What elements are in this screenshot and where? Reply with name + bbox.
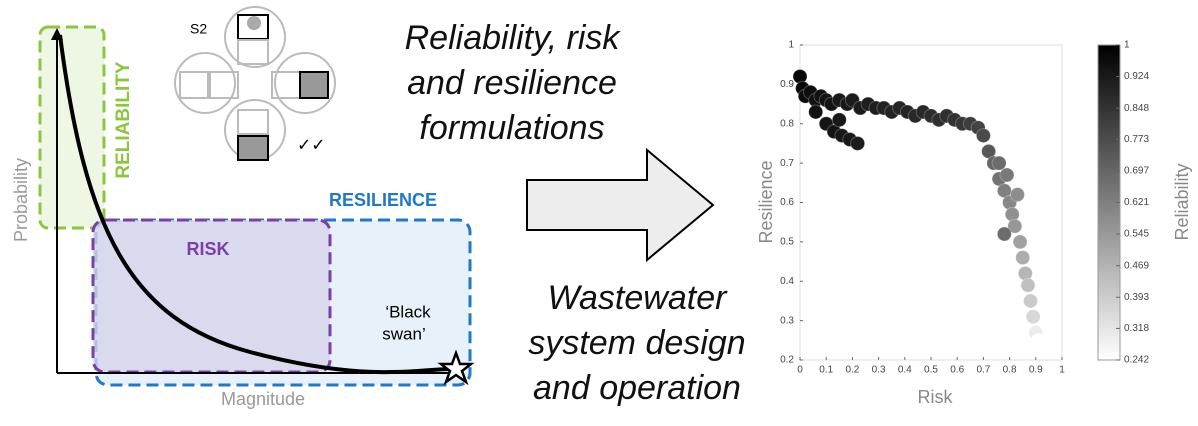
- y-tick-label: 0.3: [780, 315, 794, 326]
- x-tick-label: 0.2: [845, 365, 859, 376]
- x-tick-label: 0.4: [898, 365, 912, 376]
- y-tick-label: 1: [788, 40, 794, 51]
- colorbar-tick-label: 0.697: [1124, 166, 1149, 177]
- black-swan-label: swan’: [382, 324, 425, 343]
- y-tick-label: 0.4: [780, 276, 794, 287]
- y-tick-label: 0.9: [780, 79, 794, 90]
- y-axis-label: Resilience: [756, 160, 776, 243]
- scatter-point: [1009, 187, 1025, 203]
- heading: and resilience: [407, 64, 617, 102]
- colorbar-tick-label: 1: [1124, 40, 1130, 51]
- colorbar-tick-label: 0.242: [1124, 355, 1149, 366]
- axis-label: Probability: [11, 158, 31, 242]
- y-tick-label: 0.7: [780, 158, 794, 169]
- x-tick-label: 0.8: [1003, 365, 1017, 376]
- black-swan-star: [437, 349, 475, 386]
- reliability-label: RELIABILITY: [113, 61, 134, 178]
- colorbar-tick-label: 0.773: [1124, 134, 1149, 145]
- scatter-point: [1025, 309, 1041, 325]
- network-diagram: [174, 6, 336, 161]
- scatter-point: [996, 183, 1012, 199]
- heading: Reliability, risk: [405, 19, 622, 57]
- colorbar-tick-label: 0.393: [1124, 292, 1149, 303]
- plot-area: [799, 44, 1063, 361]
- x-tick-label: 1: [1059, 365, 1065, 376]
- colorbar-tick-label: 0.469: [1124, 260, 1149, 271]
- scatter-point: [991, 155, 1007, 171]
- colorbar-tick-label: 0.924: [1124, 71, 1149, 82]
- heading: Wastewater: [548, 279, 729, 317]
- scatter-point: [1015, 250, 1031, 266]
- x-tick-label: 0.3: [872, 365, 886, 376]
- scatter-point: [981, 143, 997, 159]
- network-node: [247, 16, 261, 30]
- scatter-point: [850, 135, 866, 151]
- big-arrow: [526, 147, 715, 263]
- scatter-point: [1030, 332, 1046, 348]
- scatter-point: [1007, 218, 1023, 234]
- scatter-point: [975, 128, 991, 144]
- x-tick-label: 0.1: [819, 365, 833, 376]
- scatter-point: [1023, 293, 1039, 309]
- risk-box: [91, 218, 332, 374]
- axis-label: Magnitude: [221, 389, 305, 409]
- resilience-label: RESILIENCE: [329, 190, 437, 210]
- heading: formulations: [419, 109, 604, 147]
- y-tick-label: 0.6: [780, 197, 794, 208]
- black-swan-label: ‘Black: [385, 302, 431, 321]
- heading: system design: [528, 324, 745, 362]
- x-tick-label: 0: [797, 365, 803, 376]
- colorbar-label: Reliability: [1172, 163, 1192, 240]
- x-tick-label: 0.6: [950, 365, 964, 376]
- colorbar-tick-label: 0.545: [1124, 229, 1149, 240]
- network-label: S2: [190, 21, 207, 37]
- x-tick-label: 0.9: [1029, 365, 1043, 376]
- colorbar-tick-label: 0.621: [1124, 197, 1149, 208]
- heading: and operation: [533, 369, 741, 407]
- x-tick-label: 0.7: [976, 365, 990, 376]
- checks: ✓✓: [297, 135, 326, 154]
- scatter-point: [808, 104, 824, 120]
- scatter-point: [831, 112, 847, 128]
- colorbar-tick-label: 0.318: [1124, 323, 1149, 334]
- risk-label: RISK: [186, 239, 229, 259]
- scatter-point: [1012, 234, 1028, 250]
- colorbar-tick-label: 0.848: [1124, 103, 1149, 114]
- probability-curve: [58, 34, 456, 375]
- y-tick-label: 0.5: [780, 237, 794, 248]
- y-tick-label: 0.2: [780, 355, 794, 366]
- x-tick-label: 0.5: [924, 365, 938, 376]
- scatter-point: [999, 167, 1015, 183]
- scatter-point: [1020, 277, 1036, 293]
- scatter-point: [996, 226, 1012, 242]
- y-tick-label: 0.8: [780, 118, 794, 129]
- x-axis-label: Risk: [918, 387, 954, 407]
